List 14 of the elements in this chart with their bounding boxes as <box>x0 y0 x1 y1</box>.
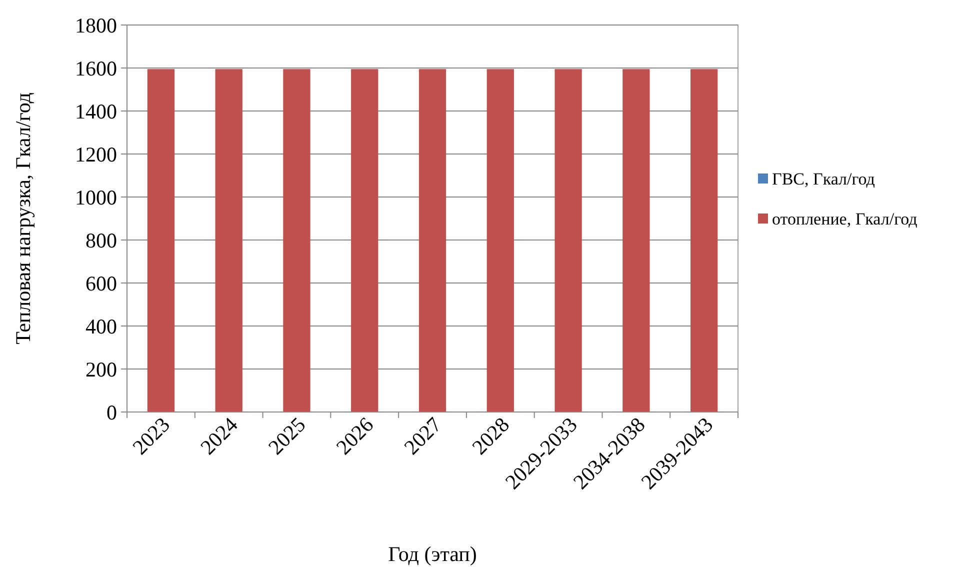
legend-label: отопление, Гкал/год <box>772 209 918 228</box>
y-tick-label: 600 <box>86 271 117 296</box>
y-axis-title: Тепловая нагрузка, Гкал/год <box>11 92 35 344</box>
y-tick-label: 1200 <box>75 142 117 166</box>
x-axis-title: Год (этап) <box>388 542 477 566</box>
y-tick-label: 800 <box>86 228 117 252</box>
y-tick-label: 0 <box>106 400 117 424</box>
y-tick-label: 1800 <box>75 13 117 38</box>
y-tick-label: 1400 <box>75 99 117 124</box>
y-tick-label: 1000 <box>75 185 117 210</box>
y-tick-label: 1600 <box>75 56 117 80</box>
y-tick-label: 200 <box>86 357 117 382</box>
y-tick-label: 400 <box>86 314 117 338</box>
legend-label: ГВС, Гкал/год <box>772 169 876 188</box>
